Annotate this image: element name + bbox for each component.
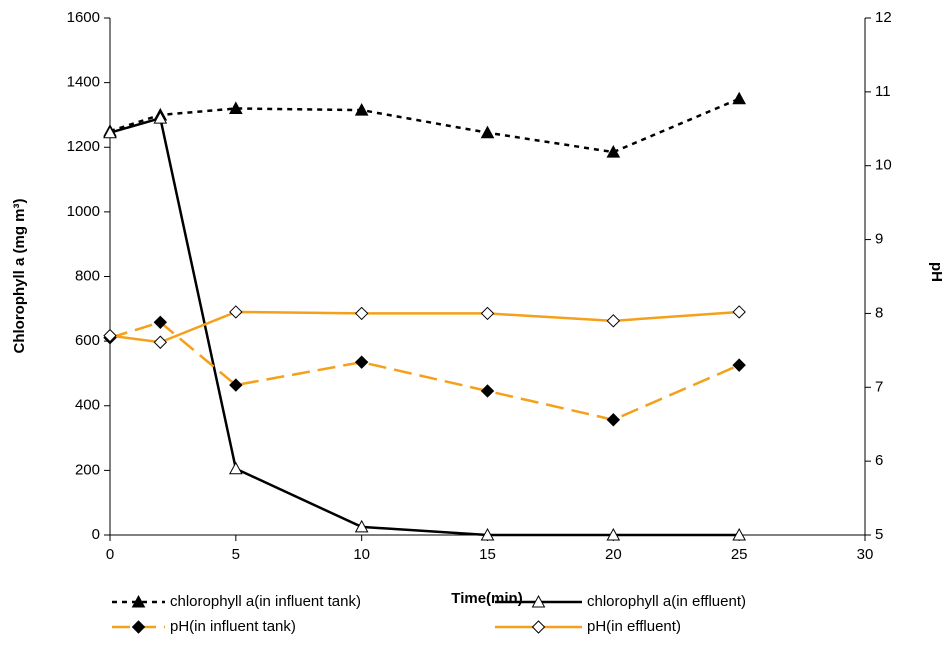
x-tick-label: 25	[731, 546, 748, 563]
y-tick-label: 1000	[67, 203, 100, 220]
y-tick-label: 1200	[67, 138, 100, 155]
series-line	[109, 116, 740, 537]
y-tick-label: 1400	[67, 74, 100, 91]
marker	[229, 305, 243, 319]
marker	[732, 305, 746, 319]
x-tick-label: 30	[857, 546, 874, 563]
legend-label: pH(in influent tank)	[170, 618, 296, 635]
x-tick-label: 0	[106, 546, 114, 563]
series-line	[109, 320, 740, 422]
y2-tick-label: 9	[875, 231, 883, 248]
marker	[606, 314, 621, 328]
marker	[153, 335, 168, 349]
marker	[354, 519, 369, 533]
y-tick-label: 200	[75, 461, 100, 478]
y-axis-title: Chlorophyll a (mg m³)	[11, 199, 28, 354]
marker	[606, 413, 621, 427]
y-tick-label: 800	[75, 267, 100, 284]
series-line	[109, 97, 740, 154]
y2-tick-label: 11	[875, 83, 891, 100]
y-tick-label: 1600	[67, 9, 100, 26]
marker	[732, 91, 747, 105]
x-tick-label: 15	[479, 546, 496, 563]
marker	[153, 315, 168, 329]
legend-label: pH(in effluent)	[587, 618, 681, 635]
y2-tick-label: 12	[875, 9, 892, 26]
marker	[354, 103, 369, 116]
x-axis-title: Time(min)	[451, 590, 522, 607]
marker	[103, 125, 117, 139]
marker	[531, 620, 546, 634]
marker	[732, 527, 747, 541]
marker	[531, 594, 546, 608]
marker	[606, 527, 621, 541]
marker	[131, 620, 146, 634]
marker	[229, 378, 243, 392]
marker	[480, 306, 495, 321]
marker	[606, 145, 621, 158]
marker	[103, 328, 117, 343]
legend-label: chlorophyll a(in effluent)	[587, 593, 746, 610]
marker	[228, 461, 243, 475]
marker	[480, 527, 495, 541]
x-tick-label: 5	[232, 546, 240, 563]
marker	[131, 594, 146, 608]
marker	[732, 358, 746, 372]
marker	[354, 355, 369, 369]
y2-tick-label: 6	[875, 452, 883, 469]
marker	[354, 306, 369, 321]
marker	[480, 384, 495, 398]
y2-tick-label: 8	[875, 304, 883, 321]
y-tick-label: 400	[75, 397, 100, 414]
marker	[480, 125, 495, 139]
x-tick-label: 10	[353, 546, 370, 563]
marker	[228, 101, 243, 114]
marker	[153, 111, 168, 124]
y-tick-label: 600	[75, 332, 100, 349]
y2-tick-label: 10	[875, 157, 892, 174]
y2-axis-title: pH	[928, 262, 945, 282]
y-tick-label: 0	[92, 526, 100, 543]
y2-tick-label: 5	[875, 526, 883, 543]
y2-tick-label: 7	[875, 378, 883, 395]
x-tick-label: 20	[605, 546, 622, 563]
legend-label: chlorophyll a(in influent tank)	[170, 593, 361, 610]
